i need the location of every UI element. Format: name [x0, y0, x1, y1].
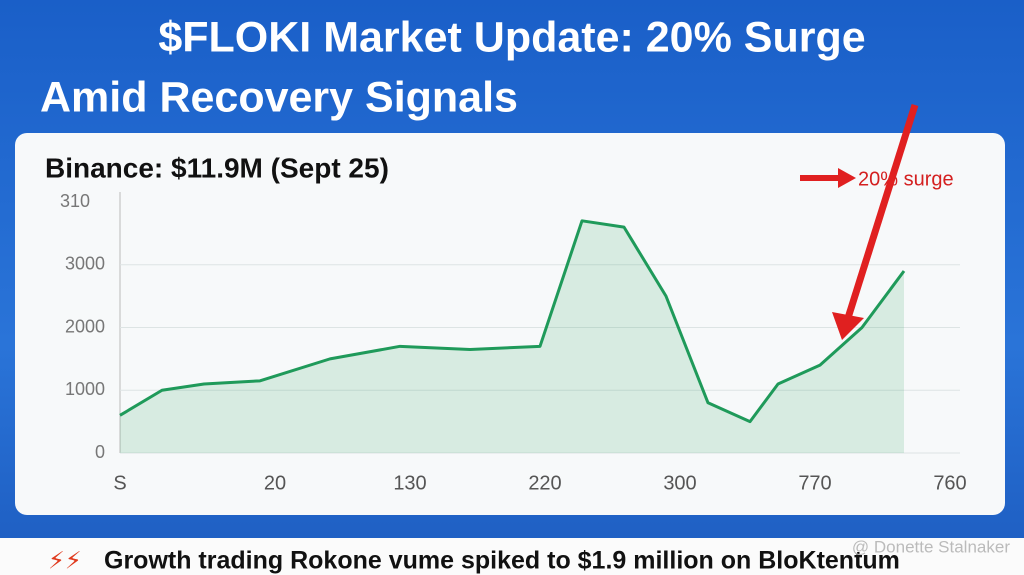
plot: 0 1000 2000 3000 S 20 130 220 300 770 760 — [65, 192, 967, 494]
arrow-head — [838, 168, 856, 188]
x-tick-label: 770 — [798, 472, 831, 494]
chart-panel — [15, 133, 1005, 515]
y-tick-label: 3000 — [65, 254, 105, 274]
y-top-label: 310 — [60, 191, 90, 211]
x-tick-label: 130 — [393, 472, 426, 494]
annotation: 20% surge — [858, 168, 954, 190]
x-tick-label: S — [113, 472, 126, 494]
area — [120, 220, 904, 453]
arrow — [844, 103, 919, 320]
footer-text: Growth trading Rokone vume spiked to $1.… — [104, 547, 900, 575]
y-tick-label: 1000 — [65, 379, 105, 399]
title-line: Amid Recovery Signals — [40, 73, 518, 121]
arrow-head — [832, 312, 864, 340]
icon: ⚡⚡ — [48, 547, 82, 574]
title-line: $FLOKI Market Update: 20% Surge — [158, 13, 865, 61]
chart-title: Binance: $11.9M (Sept 25) — [45, 152, 389, 183]
x-tick-label: 220 — [528, 472, 561, 494]
watermark: @ Donette Stalnaker — [852, 537, 1010, 556]
footer-bar — [0, 538, 1024, 575]
y-tick-label: 0 — [95, 442, 105, 462]
x-tick-label: 300 — [663, 472, 696, 494]
x-tick-label: 20 — [264, 472, 286, 494]
y-tick-label: 2000 — [65, 316, 105, 336]
line — [119, 219, 906, 424]
x-tick-label: 760 — [933, 472, 966, 494]
